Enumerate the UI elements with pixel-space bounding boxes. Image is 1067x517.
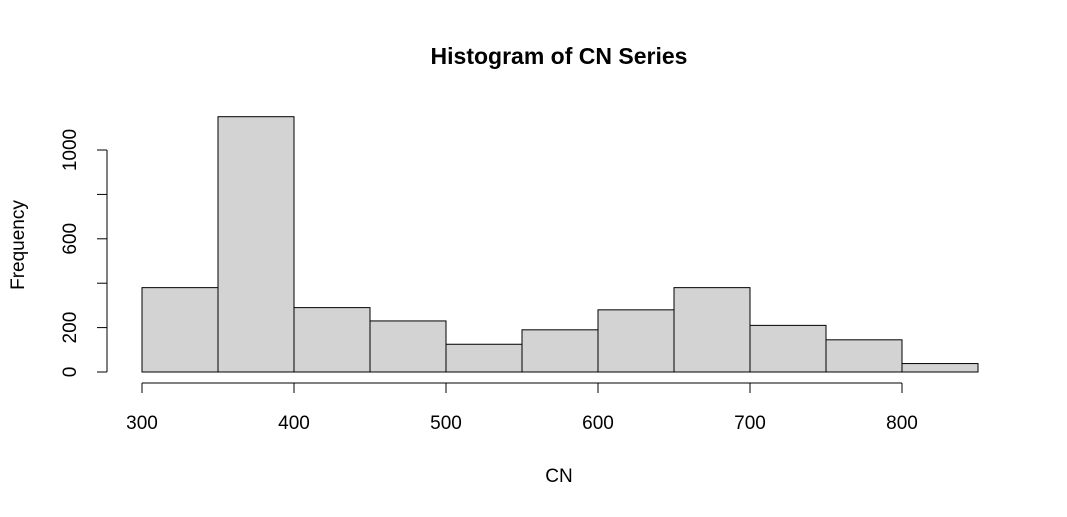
histogram-bar	[597, 309, 675, 373]
histogram-bar	[369, 320, 447, 373]
y-tick-label: 200	[60, 312, 81, 344]
chart-title: Histogram of CN Series	[431, 43, 688, 69]
x-tick-label: 400	[278, 413, 310, 434]
x-tick-label: 700	[734, 413, 766, 434]
x-tick-label: 600	[582, 413, 614, 434]
y-axis: 0 200 600 1000	[60, 129, 108, 378]
histogram-bar	[673, 287, 751, 373]
histogram-bar	[749, 324, 827, 373]
y-tick-label: 1000	[60, 129, 81, 171]
x-axis-label: CN	[545, 466, 572, 487]
x-tick-label: 500	[430, 413, 462, 434]
x-axis: 300 400 500 600 700 800	[126, 382, 918, 434]
y-tick-label: 600	[60, 223, 81, 255]
histogram-bar	[901, 363, 979, 373]
y-tick-label: 0	[60, 367, 81, 378]
y-axis-label: Frequency	[8, 200, 29, 290]
x-tick-label: 300	[126, 413, 158, 434]
histogram-bar	[521, 329, 599, 373]
histogram-bar	[217, 116, 295, 373]
histogram-bar	[141, 287, 219, 373]
histogram-bar	[293, 307, 371, 373]
histogram-bar	[825, 339, 903, 373]
histogram-bar	[445, 343, 523, 373]
x-tick-label: 800	[886, 413, 918, 434]
bars-group	[141, 116, 979, 373]
